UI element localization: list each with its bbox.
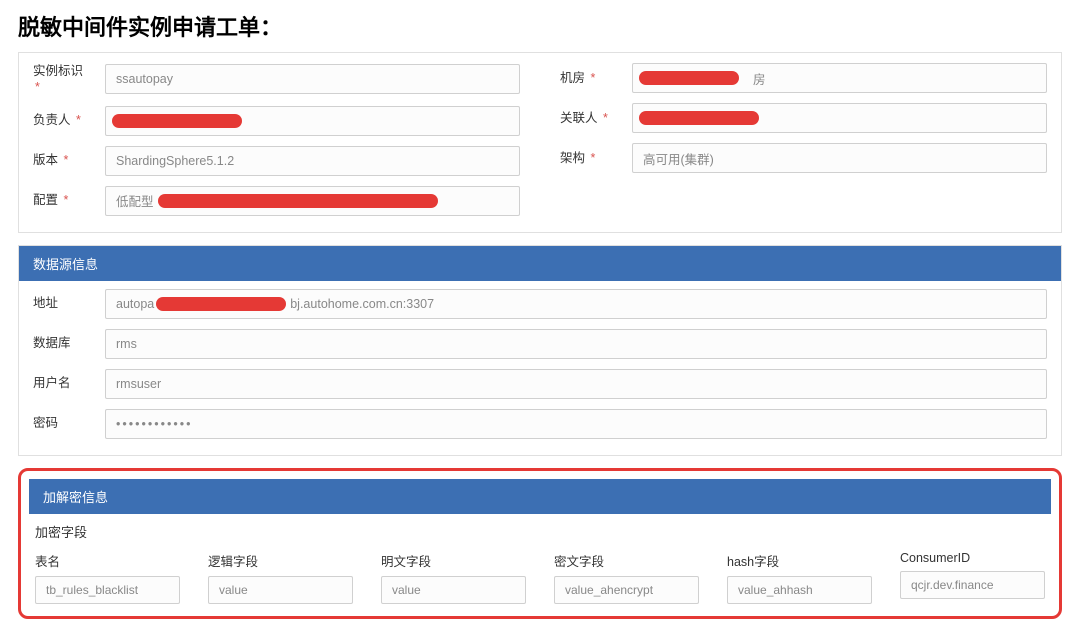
label-instance-id: 实例标识* — [33, 63, 105, 96]
input-contact[interactable] — [632, 103, 1047, 133]
enc-col-hash: hash字段 value_ahhash — [727, 551, 872, 604]
enc-val-hash[interactable]: value_ahhash — [727, 576, 872, 604]
input-config[interactable]: 低配型 — [105, 186, 520, 216]
label-db: 数据库 — [33, 335, 105, 351]
row-version: 版本 * ShardingSphere5.1.2 — [33, 146, 520, 176]
label-pw: 密码 — [33, 415, 105, 431]
input-instance-id[interactable]: ssautopay — [105, 64, 520, 94]
row-addr: 地址 autopa bj.autohome.com.cn:3307 — [33, 289, 1047, 319]
input-arch[interactable]: 高可用(集群) — [632, 143, 1047, 173]
redact-config — [158, 194, 438, 208]
row-room: 机房 * 房 — [560, 63, 1047, 93]
row-config: 配置 * 低配型 — [33, 186, 520, 216]
row-db: 数据库 rms — [33, 329, 1047, 359]
input-pw[interactable]: •••••••••••• — [105, 409, 1047, 439]
row-owner: 负责人 * — [33, 106, 520, 136]
input-db[interactable]: rms — [105, 329, 1047, 359]
input-owner[interactable] — [105, 106, 520, 136]
enc-header-table: 表名 — [35, 551, 180, 570]
enc-col-consumer: ConsumerID qcjr.dev.finance — [900, 551, 1045, 604]
input-user[interactable]: rmsuser — [105, 369, 1047, 399]
enc-col-table: 表名 tb_rules_blacklist — [35, 551, 180, 604]
enc-col-cipher: 密文字段 value_ahencrypt — [554, 551, 699, 604]
row-instance-id: 实例标识* ssautopay — [33, 63, 520, 96]
enc-val-consumer[interactable]: qcjr.dev.finance — [900, 571, 1045, 599]
enc-val-plain[interactable]: value — [381, 576, 526, 604]
redact-room — [639, 71, 739, 85]
input-room[interactable]: 房 — [632, 63, 1047, 93]
datasource-header: 数据源信息 — [19, 246, 1061, 281]
enc-header-hash: hash字段 — [727, 551, 872, 570]
label-version: 版本 * — [33, 152, 105, 168]
redact-addr — [156, 297, 286, 311]
enc-header-plain: 明文字段 — [381, 551, 526, 570]
encryption-highlight: 加解密信息 加密字段 表名 tb_rules_blacklist 逻辑字段 va… — [18, 468, 1062, 619]
enc-val-cipher[interactable]: value_ahencrypt — [554, 576, 699, 604]
enc-col-plain: 明文字段 value — [381, 551, 526, 604]
enc-header-logic: 逻辑字段 — [208, 551, 353, 570]
instance-form: 实例标识* ssautopay 负责人 * 版本 * Shar — [18, 52, 1062, 233]
encryption-row: 表名 tb_rules_blacklist 逻辑字段 value 明文字段 va… — [29, 551, 1051, 608]
redact-contact — [639, 111, 759, 125]
label-arch: 架构 * — [560, 150, 632, 166]
row-user: 用户名 rmsuser — [33, 369, 1047, 399]
label-user: 用户名 — [33, 375, 105, 391]
label-owner: 负责人 * — [33, 112, 105, 128]
label-contact: 关联人 * — [560, 110, 632, 126]
redact-owner — [112, 114, 242, 128]
enc-col-logic: 逻辑字段 value — [208, 551, 353, 604]
enc-val-logic[interactable]: value — [208, 576, 353, 604]
label-addr: 地址 — [33, 295, 105, 311]
encryption-sub-title: 加密字段 — [29, 514, 1051, 551]
label-config: 配置 * — [33, 192, 105, 208]
encryption-header: 加解密信息 — [29, 479, 1051, 514]
enc-header-consumer: ConsumerID — [900, 551, 1045, 565]
datasource-section: 数据源信息 地址 autopa bj.autohome.com.cn:3307 … — [18, 245, 1062, 456]
enc-header-cipher: 密文字段 — [554, 551, 699, 570]
enc-val-table[interactable]: tb_rules_blacklist — [35, 576, 180, 604]
page-title: 脱敏中间件实例申请工单： — [18, 10, 1062, 42]
row-contact: 关联人 * — [560, 103, 1047, 133]
input-version[interactable]: ShardingSphere5.1.2 — [105, 146, 520, 176]
row-arch: 架构 * 高可用(集群) — [560, 143, 1047, 173]
input-addr[interactable]: autopa bj.autohome.com.cn:3307 — [105, 289, 1047, 319]
row-pw: 密码 •••••••••••• — [33, 409, 1047, 439]
label-room: 机房 * — [560, 70, 632, 86]
